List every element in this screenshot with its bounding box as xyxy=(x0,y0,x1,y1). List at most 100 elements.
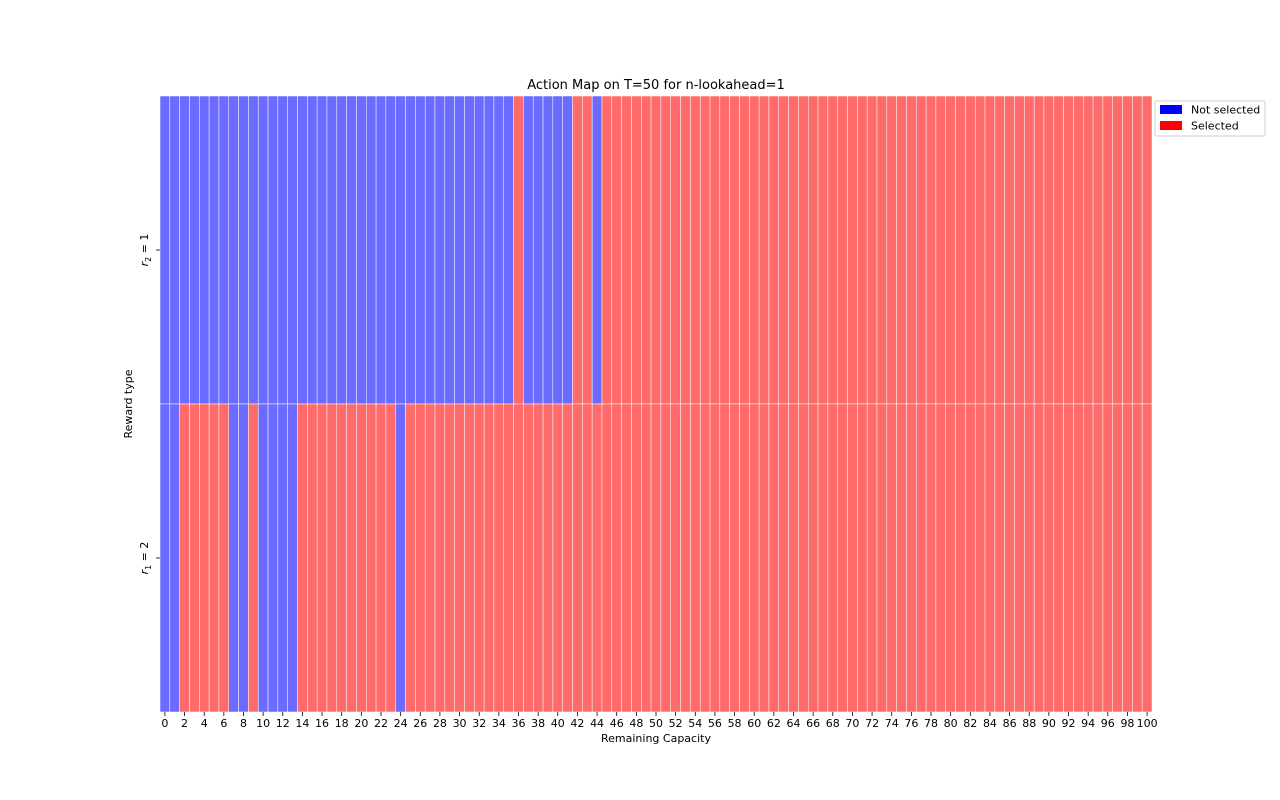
heatmap-cell xyxy=(405,403,416,713)
heatmap-cell xyxy=(513,95,524,405)
heatmap-cell xyxy=(974,403,986,713)
heatmap-cell xyxy=(483,403,495,713)
heatmap-cell xyxy=(984,403,996,713)
x-tick-label: 34 xyxy=(492,717,506,730)
x-tick-label: 0 xyxy=(161,717,168,730)
heatmap-cell xyxy=(1073,95,1084,405)
heatmap-cell xyxy=(424,95,436,405)
heatmap-cell xyxy=(827,95,838,405)
x-tick-label: 56 xyxy=(708,717,722,730)
x-tick-label: 28 xyxy=(433,717,447,730)
heatmap-cell xyxy=(532,403,544,713)
heatmap-cell xyxy=(434,95,446,405)
heatmap-cell xyxy=(238,95,249,405)
heatmap-cell xyxy=(611,95,622,405)
x-tick-label: 48 xyxy=(629,717,643,730)
x-tick-label: 96 xyxy=(1101,717,1115,730)
heatmap-cell xyxy=(464,403,475,713)
heatmap-cell xyxy=(660,403,671,713)
heatmap-cell xyxy=(601,95,613,405)
heatmap-cell xyxy=(434,403,446,713)
x-tick-label: 54 xyxy=(688,717,702,730)
heatmap-cell xyxy=(699,403,711,713)
heatmap-cell xyxy=(680,95,691,405)
heatmap-cell xyxy=(523,95,534,405)
y-tick-label: r1 = 2 xyxy=(138,542,153,575)
heatmap-cell xyxy=(739,403,750,713)
heatmap-cell xyxy=(307,403,318,713)
heatmap-cell xyxy=(562,95,573,405)
x-tick-label: 72 xyxy=(865,717,879,730)
heatmap-cell xyxy=(847,95,858,405)
heatmap-cell xyxy=(1053,95,1064,405)
heatmap-cell xyxy=(690,403,701,713)
heatmap-cell xyxy=(876,403,888,713)
heatmap-cell xyxy=(493,403,505,713)
heatmap-cell xyxy=(1092,95,1104,405)
heatmap-cell xyxy=(601,403,613,713)
heatmap-cell xyxy=(179,403,190,713)
x-tick-label: 26 xyxy=(413,717,427,730)
heatmap-cell xyxy=(277,403,288,713)
heatmap-cell xyxy=(1141,95,1153,405)
heatmap-cell xyxy=(788,95,799,405)
heatmap-cell xyxy=(493,95,505,405)
heatmap-cell xyxy=(1082,95,1094,405)
heatmap-cell xyxy=(199,403,210,713)
heatmap-cell xyxy=(925,95,937,405)
x-tick-label: 50 xyxy=(649,717,663,730)
x-tick-label: 86 xyxy=(1003,717,1017,730)
heatmap-cell xyxy=(641,403,652,713)
heatmap-cell xyxy=(1033,403,1045,713)
heatmap-cell xyxy=(945,403,956,713)
heatmap-cell xyxy=(532,95,544,405)
legend-label: Not selected xyxy=(1191,104,1260,117)
heatmap-cell xyxy=(925,403,937,713)
heatmap-cell xyxy=(1102,403,1113,713)
heatmap-cell xyxy=(906,95,917,405)
legend-frame xyxy=(1154,100,1266,137)
heatmap-cell xyxy=(366,95,377,405)
heatmap-cell xyxy=(690,95,701,405)
heatmap-cell xyxy=(807,403,819,713)
x-tick-label: 78 xyxy=(924,717,938,730)
heatmap-cell xyxy=(218,95,230,405)
heatmap-cell xyxy=(454,95,465,405)
heatmap-cell xyxy=(248,95,259,405)
heatmap-cell xyxy=(837,95,848,405)
x-tick-label: 20 xyxy=(354,717,368,730)
heatmap-cell xyxy=(474,403,485,713)
heatmap-cell xyxy=(729,403,740,713)
heatmap-cell xyxy=(542,403,554,713)
heatmap-cell xyxy=(916,403,927,713)
heatmap-cell xyxy=(955,403,966,713)
legend: Not selected Selected xyxy=(1154,100,1266,137)
x-axis-label: Remaining Capacity xyxy=(601,732,711,745)
heatmap-cell xyxy=(650,403,662,713)
heatmap-cell xyxy=(454,403,465,713)
heatmap-cell xyxy=(572,95,583,405)
heatmap-cell xyxy=(316,95,328,405)
heatmap-cell xyxy=(277,95,288,405)
x-axis-ticks: 0 2 4 6 8 10 12 14 16 18 20 22 24 26 28 30 32 34 36 38 40 42 4… xyxy=(161,712,1158,730)
heatmap-cell xyxy=(670,95,681,405)
heatmap-cell xyxy=(326,403,338,713)
x-tick-label: 92 xyxy=(1062,717,1076,730)
heatmap-cell xyxy=(621,403,632,713)
heatmap-cell xyxy=(1132,403,1143,713)
heatmap-cell xyxy=(591,403,603,713)
heatmap-cell xyxy=(886,403,897,713)
heatmap-cell xyxy=(886,95,897,405)
y-axis-label: Reward type xyxy=(122,369,135,438)
heatmap-cell xyxy=(778,95,789,405)
heatmap-cell xyxy=(523,403,534,713)
heatmap-cell xyxy=(395,403,406,713)
heatmap-cell xyxy=(542,95,554,405)
heatmap-cell xyxy=(257,95,269,405)
heatmap-cell xyxy=(709,403,721,713)
x-tick-label: 88 xyxy=(1022,717,1036,730)
heatmap-cell xyxy=(955,95,966,405)
heatmap-cell xyxy=(189,403,200,713)
x-tick-label: 62 xyxy=(767,717,781,730)
